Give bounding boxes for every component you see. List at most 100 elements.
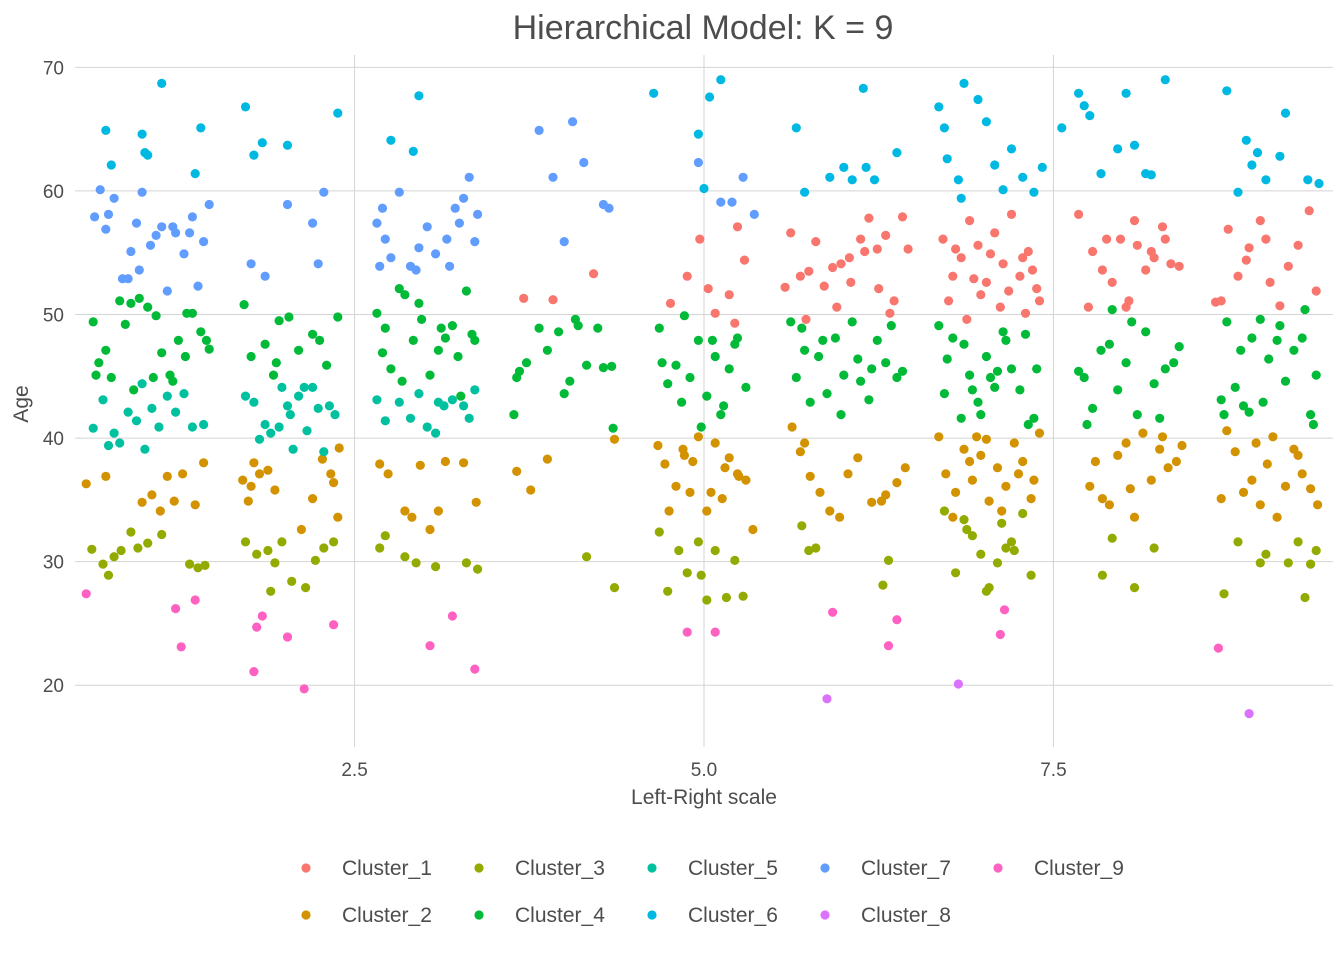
data-point-cluster-4 — [274, 316, 284, 326]
data-point-cluster-4 — [934, 321, 944, 331]
data-point-cluster-6 — [1037, 162, 1047, 172]
data-point-cluster-6 — [143, 150, 153, 160]
data-point-cluster-3 — [654, 527, 664, 537]
data-point-cluster-5 — [405, 413, 416, 423]
data-point-cluster-4 — [1020, 329, 1031, 339]
data-point-cluster-4 — [436, 323, 446, 333]
data-point-cluster-6 — [1160, 75, 1170, 85]
data-point-cluster-4 — [654, 323, 664, 333]
data-point-cluster-5 — [319, 447, 329, 457]
data-point-cluster-1 — [665, 298, 676, 308]
data-point-cluster-7 — [162, 286, 172, 296]
data-point-cluster-2 — [334, 443, 344, 453]
data-point-cluster-4 — [786, 317, 796, 327]
data-point-cluster-2 — [900, 463, 910, 473]
data-point-cluster-5 — [464, 413, 474, 423]
data-point-cluster-4 — [94, 358, 104, 368]
data-point-cluster-2 — [1018, 456, 1028, 467]
data-point-cluster-2 — [178, 469, 188, 479]
data-point-cluster-2 — [471, 497, 481, 507]
data-point-cluster-1 — [1141, 265, 1151, 275]
data-point-cluster-7 — [431, 249, 441, 259]
data-point-cluster-4 — [830, 333, 841, 343]
legend-label: Cluster_7 — [861, 857, 951, 880]
data-point-cluster-1 — [998, 259, 1008, 269]
data-point-cluster-9 — [999, 605, 1010, 615]
data-point-cluster-4 — [1104, 339, 1114, 349]
data-point-cluster-9 — [249, 667, 259, 677]
data-point-cluster-4 — [791, 372, 801, 383]
data-point-cluster-7 — [604, 203, 614, 213]
data-point-cluster-2 — [664, 506, 674, 516]
data-point-cluster-2 — [967, 475, 978, 485]
data-point-cluster-5 — [171, 407, 181, 417]
data-point-cluster-5 — [414, 389, 424, 399]
data-point-cluster-8 — [953, 679, 964, 689]
data-point-cluster-1 — [976, 290, 986, 300]
data-point-cluster-4 — [106, 372, 116, 383]
data-point-cluster-1 — [739, 255, 750, 265]
data-point-cluster-2 — [972, 432, 982, 442]
data-point-cluster-3 — [1306, 559, 1316, 569]
legend-item-cluster-8: Cluster_8 — [820, 904, 951, 927]
data-point-cluster-4 — [394, 284, 404, 294]
data-point-cluster-2 — [407, 512, 417, 522]
data-point-cluster-6 — [1280, 108, 1291, 118]
data-point-cluster-4 — [719, 401, 729, 411]
data-point-cluster-9 — [828, 607, 838, 617]
data-point-cluster-9 — [190, 595, 200, 605]
data-point-cluster-6 — [333, 108, 343, 118]
data-point-cluster-4 — [1006, 364, 1017, 374]
data-point-cluster-6 — [791, 123, 801, 133]
data-point-cluster-2 — [333, 512, 343, 522]
data-point-cluster-1 — [1283, 261, 1293, 271]
data-point-cluster-1 — [1157, 222, 1168, 232]
data-point-cluster-4 — [509, 410, 519, 420]
data-point-cluster-6 — [934, 102, 944, 112]
legend-item-cluster-7: Cluster_7 — [820, 857, 951, 880]
data-point-cluster-6 — [939, 123, 950, 133]
data-point-cluster-1 — [903, 244, 913, 254]
data-point-cluster-4 — [608, 423, 618, 433]
data-point-cluster-5 — [422, 422, 432, 432]
data-point-cluster-3 — [1219, 589, 1229, 599]
data-point-cluster-9 — [282, 632, 293, 642]
data-point-cluster-4 — [1244, 407, 1254, 417]
data-point-cluster-7 — [319, 187, 329, 197]
data-point-cluster-2 — [795, 447, 806, 457]
data-point-cluster-6 — [196, 123, 206, 133]
legend-label: Cluster_5 — [688, 857, 778, 880]
data-point-cluster-2 — [162, 471, 172, 481]
data-point-cluster-1 — [1083, 302, 1093, 312]
data-point-cluster-9 — [995, 629, 1005, 640]
data-point-cluster-9 — [682, 627, 692, 637]
data-point-cluster-1 — [1018, 253, 1028, 263]
data-point-cluster-4 — [1082, 419, 1092, 430]
data-point-cluster-6 — [981, 117, 992, 127]
data-point-cluster-2 — [1297, 469, 1307, 479]
data-point-cluster-4 — [521, 358, 532, 368]
data-point-cluster-2 — [1146, 475, 1156, 485]
data-point-cluster-1 — [1107, 277, 1117, 287]
data-point-cluster-6 — [1006, 144, 1017, 154]
data-point-cluster-5 — [187, 422, 197, 432]
data-point-cluster-3 — [663, 586, 673, 596]
data-point-cluster-4 — [512, 372, 522, 383]
data-point-cluster-4 — [187, 308, 197, 318]
data-point-cluster-4 — [707, 335, 718, 345]
data-point-cluster-4 — [542, 345, 553, 355]
data-point-cluster-2 — [1085, 481, 1095, 491]
data-point-cluster-1 — [938, 234, 948, 244]
data-point-cluster-1 — [1275, 301, 1285, 311]
data-point-cluster-3 — [411, 558, 421, 568]
data-point-cluster-4 — [856, 376, 866, 386]
data-point-cluster-7 — [473, 209, 483, 219]
data-point-cluster-9 — [470, 664, 480, 674]
data-point-cluster-3 — [682, 568, 692, 578]
legend-key — [474, 863, 484, 873]
data-point-cluster-4 — [1132, 410, 1142, 420]
data-point-cluster-4 — [942, 354, 952, 364]
data-point-cluster-1 — [1020, 308, 1031, 318]
data-point-cluster-6 — [1261, 175, 1271, 185]
data-point-cluster-2 — [1222, 426, 1232, 436]
